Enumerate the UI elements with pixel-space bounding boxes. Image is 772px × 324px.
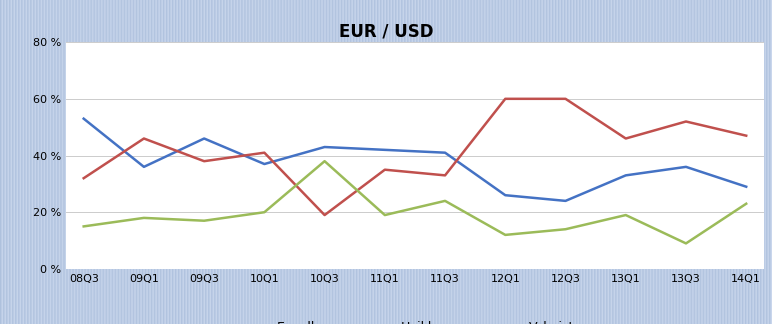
Heikkenee <box>259 151 269 155</box>
Heikkenee <box>380 168 389 172</box>
Vahvistuu <box>380 213 389 217</box>
Legend: Ennallaan, Heikkenee, Vahvistuu: Ennallaan, Heikkenee, Vahvistuu <box>235 316 595 324</box>
Ennallaan <box>682 165 691 169</box>
Ennallaan <box>320 145 329 149</box>
Heikkenee <box>199 159 208 163</box>
Ennallaan <box>79 117 88 121</box>
Ennallaan <box>621 173 631 177</box>
Vahvistuu <box>742 202 751 206</box>
Vahvistuu <box>501 233 510 237</box>
Vahvistuu <box>259 210 269 214</box>
Text: EUR / USD: EUR / USD <box>339 23 433 41</box>
Heikkenee <box>441 173 450 177</box>
Heikkenee <box>742 134 751 138</box>
Heikkenee <box>320 213 329 217</box>
Heikkenee <box>79 176 88 180</box>
Line: Ennallaan: Ennallaan <box>83 119 747 201</box>
Vahvistuu <box>561 227 571 231</box>
Heikkenee <box>501 97 510 101</box>
Vahvistuu <box>682 241 691 245</box>
Heikkenee <box>561 97 571 101</box>
Ennallaan <box>199 137 208 141</box>
Vahvistuu <box>139 216 148 220</box>
Heikkenee <box>682 120 691 123</box>
Vahvistuu <box>320 159 329 163</box>
Line: Vahvistuu: Vahvistuu <box>83 161 747 243</box>
Ennallaan <box>441 151 450 155</box>
Vahvistuu <box>79 225 88 228</box>
Ennallaan <box>259 162 269 166</box>
Ennallaan <box>139 165 148 169</box>
Line: Heikkenee: Heikkenee <box>83 99 747 215</box>
Ennallaan <box>561 199 571 203</box>
Vahvistuu <box>621 213 631 217</box>
Vahvistuu <box>441 199 450 203</box>
Heikkenee <box>139 137 148 141</box>
Ennallaan <box>380 148 389 152</box>
Ennallaan <box>742 185 751 189</box>
Heikkenee <box>621 137 631 141</box>
Ennallaan <box>501 193 510 197</box>
Vahvistuu <box>199 219 208 223</box>
